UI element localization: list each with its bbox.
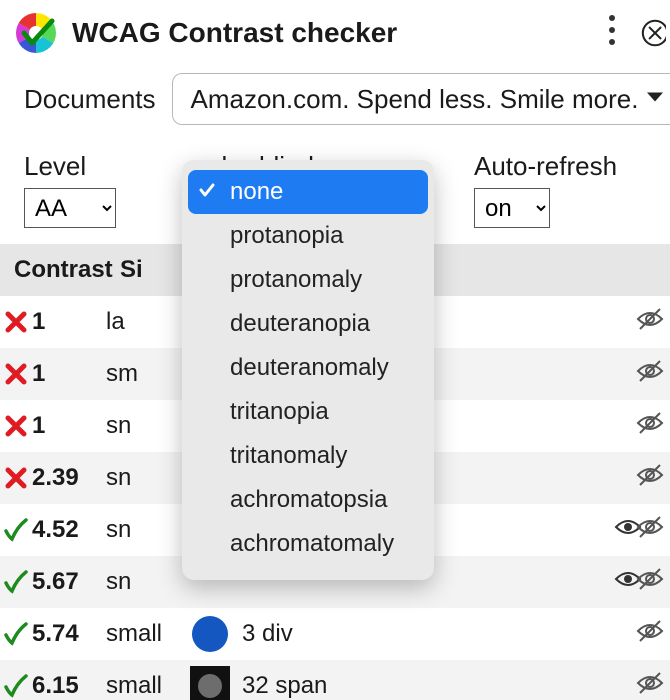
visibility-off-icon[interactable]: [636, 463, 664, 494]
table-row[interactable]: 5.74small 3 div: [0, 608, 670, 660]
contrast-value: 2.39: [32, 464, 106, 492]
size-value: sn: [106, 516, 184, 544]
visibility-off-icon[interactable]: [636, 411, 664, 442]
auto-refresh-label: Auto-refresh: [474, 151, 664, 182]
pass-icon: [0, 569, 32, 595]
fail-icon: [0, 362, 32, 386]
pass-icon: [0, 621, 32, 647]
documents-selected: Amazon.com. Spend less. Smile more.: [191, 84, 639, 115]
visibility-off-icon[interactable]: [642, 567, 664, 598]
check-icon: [198, 178, 216, 206]
col-contrast: Contrast: [10, 256, 120, 284]
size-value: sn: [106, 464, 184, 492]
kebab-menu-icon[interactable]: [602, 10, 626, 55]
visibility-off-icon[interactable]: [636, 359, 664, 390]
pass-icon: [0, 673, 32, 699]
dropdown-option[interactable]: protanopia: [188, 214, 428, 258]
auto-refresh-select[interactable]: on: [474, 188, 550, 228]
level-select[interactable]: AA: [24, 188, 116, 228]
contrast-value: 5.67: [32, 568, 106, 596]
visibility-off-icon[interactable]: [636, 619, 664, 650]
dropdown-option[interactable]: none: [188, 170, 428, 214]
caret-down-icon: [644, 84, 666, 115]
dropdown-option[interactable]: achromatopsia: [188, 478, 428, 522]
app-title: WCAG Contrast checker: [72, 17, 588, 49]
size-value: small: [106, 672, 184, 700]
dropdown-option[interactable]: deuteranomaly: [188, 346, 428, 390]
level-label: Level: [24, 151, 194, 182]
documents-label: Documents: [24, 84, 156, 115]
size-value: sn: [106, 568, 184, 596]
contrast-value: 5.74: [32, 620, 106, 648]
size-value: sm: [106, 360, 184, 388]
contrast-value: 6.15: [32, 672, 106, 700]
fail-icon: [0, 310, 32, 334]
visibility-off-icon[interactable]: [642, 515, 664, 546]
size-value: la: [106, 308, 184, 336]
visibility-off-icon[interactable]: [636, 307, 664, 338]
contrast-value: 1: [32, 308, 106, 336]
element-label: 3 div: [236, 620, 612, 648]
contrast-value: 4.52: [32, 516, 106, 544]
contrast-value: 1: [32, 412, 106, 440]
color-blindness-dropdown[interactable]: noneprotanopiaprotanomalydeuteranopiadeu…: [182, 160, 434, 580]
size-value: sn: [106, 412, 184, 440]
visibility-off-icon[interactable]: [636, 671, 664, 700]
pass-icon: [0, 517, 32, 543]
table-row[interactable]: 6.15small 32 span: [0, 660, 670, 700]
color-swatch: [184, 616, 236, 652]
fail-icon: [0, 414, 32, 438]
contrast-value: 1: [32, 360, 106, 388]
size-value: small: [106, 620, 184, 648]
documents-select[interactable]: Amazon.com. Spend less. Smile more.: [172, 73, 670, 125]
dropdown-option[interactable]: protanomaly: [188, 258, 428, 302]
dropdown-option[interactable]: achromatomaly: [188, 522, 428, 566]
dropdown-option[interactable]: tritanopia: [188, 390, 428, 434]
color-swatch: [184, 666, 236, 700]
fail-icon: [0, 466, 32, 490]
close-icon[interactable]: [636, 11, 666, 55]
dropdown-option[interactable]: deuteranopia: [188, 302, 428, 346]
element-label: 32 span: [236, 672, 612, 700]
dropdown-option[interactable]: tritanomaly: [188, 434, 428, 478]
app-logo: [14, 11, 58, 55]
